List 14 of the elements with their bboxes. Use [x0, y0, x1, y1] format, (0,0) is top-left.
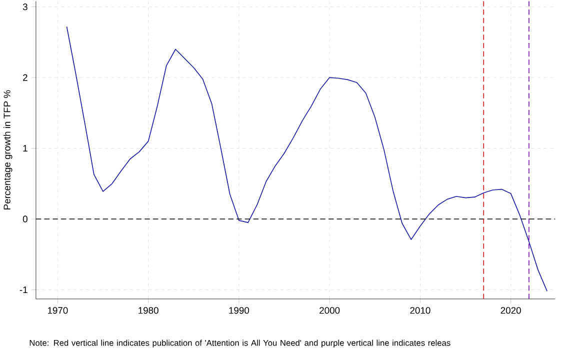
y-tick-label: 3 — [22, 3, 28, 10]
y-tick-label: 2 — [23, 74, 28, 81]
x-tick-label: 1980 — [138, 307, 158, 314]
x-tick-label: 1990 — [229, 307, 250, 314]
x-tick-label: 2000 — [320, 307, 340, 314]
y-tick-label: -1 — [20, 286, 28, 293]
y-axis-title: Percentage growth in TFP % — [3, 90, 12, 210]
text: Note: Red vertical line indicates publication of 'Attention is All You Need' and purple vertical line indicates releas — [30, 340, 450, 348]
x-tick-label: 1970 — [48, 307, 68, 314]
y-tick-label: 0 — [22, 216, 28, 222]
x-tick-label: 2010 — [410, 307, 430, 314]
line-series — [66, 26, 548, 292]
x-tick-label: 2020 — [500, 307, 521, 314]
y-tick-label: 1 — [23, 145, 28, 152]
